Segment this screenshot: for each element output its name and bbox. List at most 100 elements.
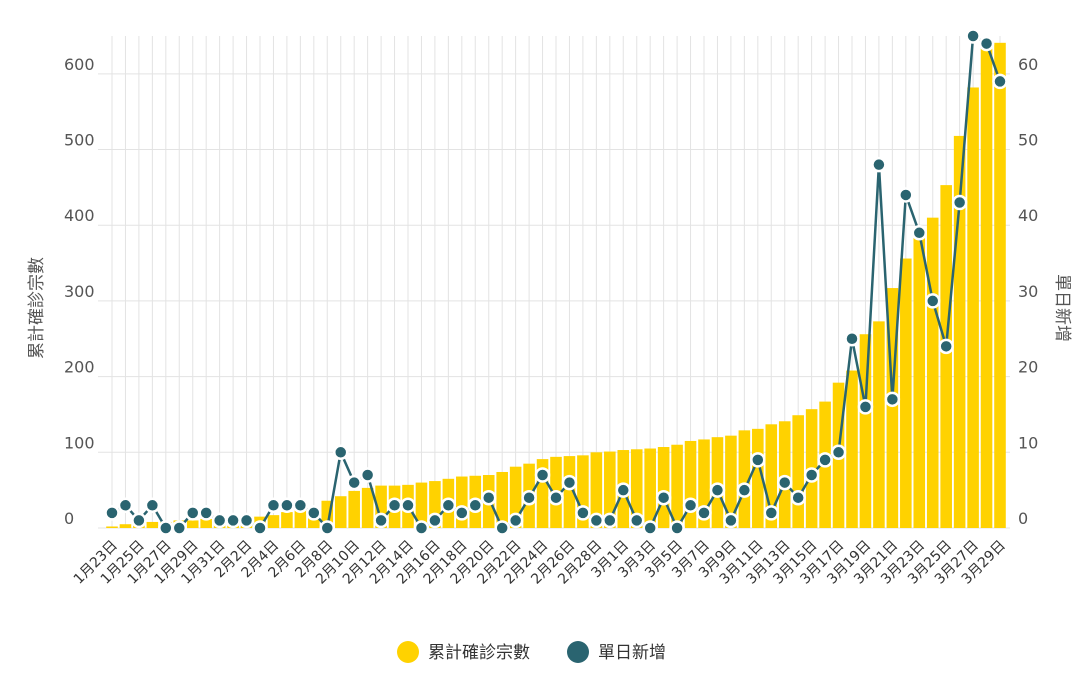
- grid-lines: [98, 36, 1010, 529]
- line-point: [400, 497, 416, 514]
- line-point: [104, 505, 120, 521]
- line-point: [225, 512, 241, 529]
- legend-label-line: 單日新增: [598, 643, 666, 663]
- line-point: [588, 512, 605, 529]
- bar: [778, 421, 791, 528]
- line-point: [319, 520, 336, 536]
- bar: [725, 435, 737, 528]
- legend: 累計確診宗數 單日新增: [397, 641, 666, 663]
- left-axis-label: 累計確診宗數: [27, 257, 47, 359]
- line-point: [736, 482, 753, 498]
- line-point: [521, 489, 537, 506]
- bar: [886, 288, 899, 528]
- bar: [563, 456, 576, 528]
- right-tick-label: 20: [1018, 358, 1038, 377]
- bar: [321, 500, 334, 528]
- line-point: [951, 194, 968, 211]
- bar: [644, 448, 656, 528]
- left-tick-label: 300: [64, 282, 95, 301]
- bar: [752, 428, 764, 528]
- line-point: [992, 73, 1008, 90]
- bar: [873, 321, 885, 528]
- line-point: [575, 505, 591, 521]
- bar: [200, 518, 212, 528]
- bar: [361, 487, 374, 528]
- line-point: [117, 497, 134, 514]
- line-point: [131, 512, 147, 529]
- bar: [604, 451, 616, 528]
- line-point: [871, 156, 887, 173]
- line-point: [763, 505, 780, 521]
- bar: [267, 515, 280, 528]
- bar: [186, 520, 199, 528]
- line-point: [696, 505, 712, 521]
- line-point: [386, 497, 403, 514]
- line-point: [292, 497, 309, 514]
- line-point: [427, 512, 443, 529]
- bar: [859, 334, 872, 528]
- line-series: [104, 28, 1008, 536]
- right-tick-label: 60: [1018, 55, 1038, 74]
- line-point: [602, 512, 618, 529]
- line-point: [413, 520, 430, 536]
- bar: [146, 521, 159, 528]
- line-point: [158, 520, 174, 536]
- line-point: [440, 497, 457, 514]
- line-point: [265, 497, 282, 514]
- line-point: [911, 225, 928, 241]
- line-point: [924, 293, 941, 309]
- right-tick-label: 40: [1018, 206, 1038, 225]
- left-tick-label: 0: [64, 509, 74, 528]
- bar: [456, 476, 468, 528]
- line-point: [373, 512, 389, 529]
- line-point: [507, 512, 524, 529]
- bar: [429, 481, 441, 528]
- bar: [846, 370, 858, 528]
- line-point: [198, 505, 214, 521]
- line-point: [642, 520, 658, 536]
- line-point: [144, 497, 161, 514]
- left-tick-label: 500: [64, 131, 95, 150]
- line-point: [776, 474, 793, 491]
- bar: [926, 217, 939, 528]
- line-point: [534, 467, 551, 483]
- legend-swatch-line: [567, 641, 589, 663]
- line-point: [252, 520, 268, 536]
- line-point: [238, 512, 255, 529]
- line-point: [332, 444, 349, 461]
- left-tick-label: 200: [64, 358, 95, 377]
- line-point: [790, 489, 806, 506]
- right-tick-label: 0: [1018, 509, 1028, 528]
- line-point: [898, 187, 914, 203]
- line-point: [884, 391, 901, 408]
- line-point: [655, 489, 672, 506]
- legend-label-bars: 累計確診宗數: [428, 643, 530, 663]
- bar: [294, 509, 307, 528]
- line-point: [454, 505, 470, 521]
- bar: [590, 452, 603, 528]
- line-point: [494, 520, 510, 536]
- bar: [913, 235, 926, 528]
- bar: [900, 258, 912, 528]
- line-point: [561, 474, 578, 491]
- bar: [684, 440, 697, 528]
- line-point: [803, 467, 820, 483]
- bar: [496, 471, 508, 528]
- line-point: [750, 452, 766, 468]
- bar: [536, 459, 549, 528]
- right-tick-label: 10: [1018, 433, 1038, 452]
- line-point: [938, 338, 954, 355]
- left-tick-label: 100: [64, 433, 95, 452]
- bar: [334, 496, 347, 528]
- line-point: [211, 512, 228, 529]
- bar: [577, 455, 589, 528]
- bar: [348, 490, 360, 528]
- line-point: [306, 505, 322, 521]
- bar: [415, 482, 428, 528]
- right-axis-ticks: 0 10 20 30 40 50 60: [1018, 55, 1038, 528]
- line-point: [480, 489, 497, 506]
- bar: [980, 42, 993, 528]
- bar: [967, 87, 979, 529]
- bar: [792, 415, 804, 528]
- line-point: [628, 512, 645, 529]
